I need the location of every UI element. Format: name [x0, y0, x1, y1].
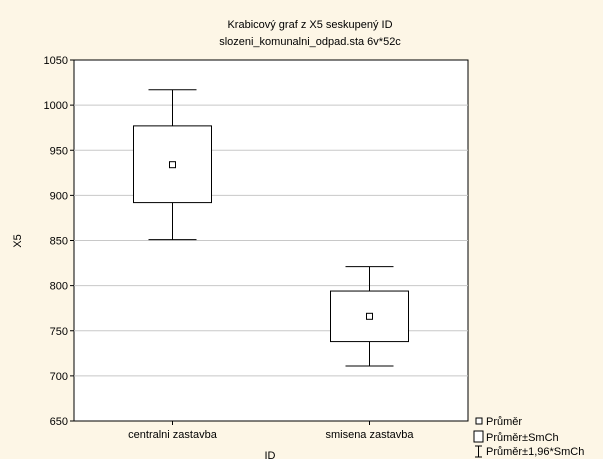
y-tick-label: 700: [50, 371, 68, 383]
box-2: [330, 266, 409, 367]
mean-marker: [366, 312, 373, 320]
y-tick-label: 950: [50, 145, 68, 157]
x-tick-label: smisena zastavba: [325, 429, 414, 441]
box-rect: [133, 125, 212, 204]
y-tick-label: 1050: [44, 55, 68, 67]
x-axis-ticks: centralni zastavba smisena zastavba: [128, 421, 414, 441]
boxes: [133, 89, 409, 367]
legend-whisker-label: Průměr±1,96*SmCh: [486, 446, 584, 458]
box-1: [133, 89, 212, 241]
x-tick-label: centralni zastavba: [128, 429, 218, 441]
legend-mean-icon: [475, 417, 483, 425]
legend-whisker-icon: [475, 445, 482, 458]
legend-box-label: Průměr±SmCh: [486, 432, 559, 444]
y-tick-label: 800: [50, 281, 68, 293]
mean-marker: [169, 161, 176, 169]
y-tick-label: 850: [50, 236, 68, 248]
y-tick-label: 900: [50, 190, 68, 202]
x-axis-label: ID: [265, 450, 276, 459]
chart-title: Krabicový graf z X5 seskupený ID: [227, 19, 392, 31]
chart-subtitle: slozeni_komunalni_odpad.sta 6v*52c: [219, 36, 401, 48]
y-tick-label: 1000: [44, 100, 68, 112]
y-axis-label: X5: [12, 234, 24, 247]
legend-box-icon: [473, 430, 484, 443]
legend-mean-label: Průměr: [486, 416, 522, 428]
legend: Průměr Průměr±SmCh Průměr±1,96*SmCh: [473, 416, 584, 458]
y-tick-label: 750: [50, 326, 68, 338]
y-axis-ticks: 650 700 750 800 850 900 950 1000 1050: [44, 55, 74, 428]
y-tick-label: 650: [50, 416, 68, 428]
